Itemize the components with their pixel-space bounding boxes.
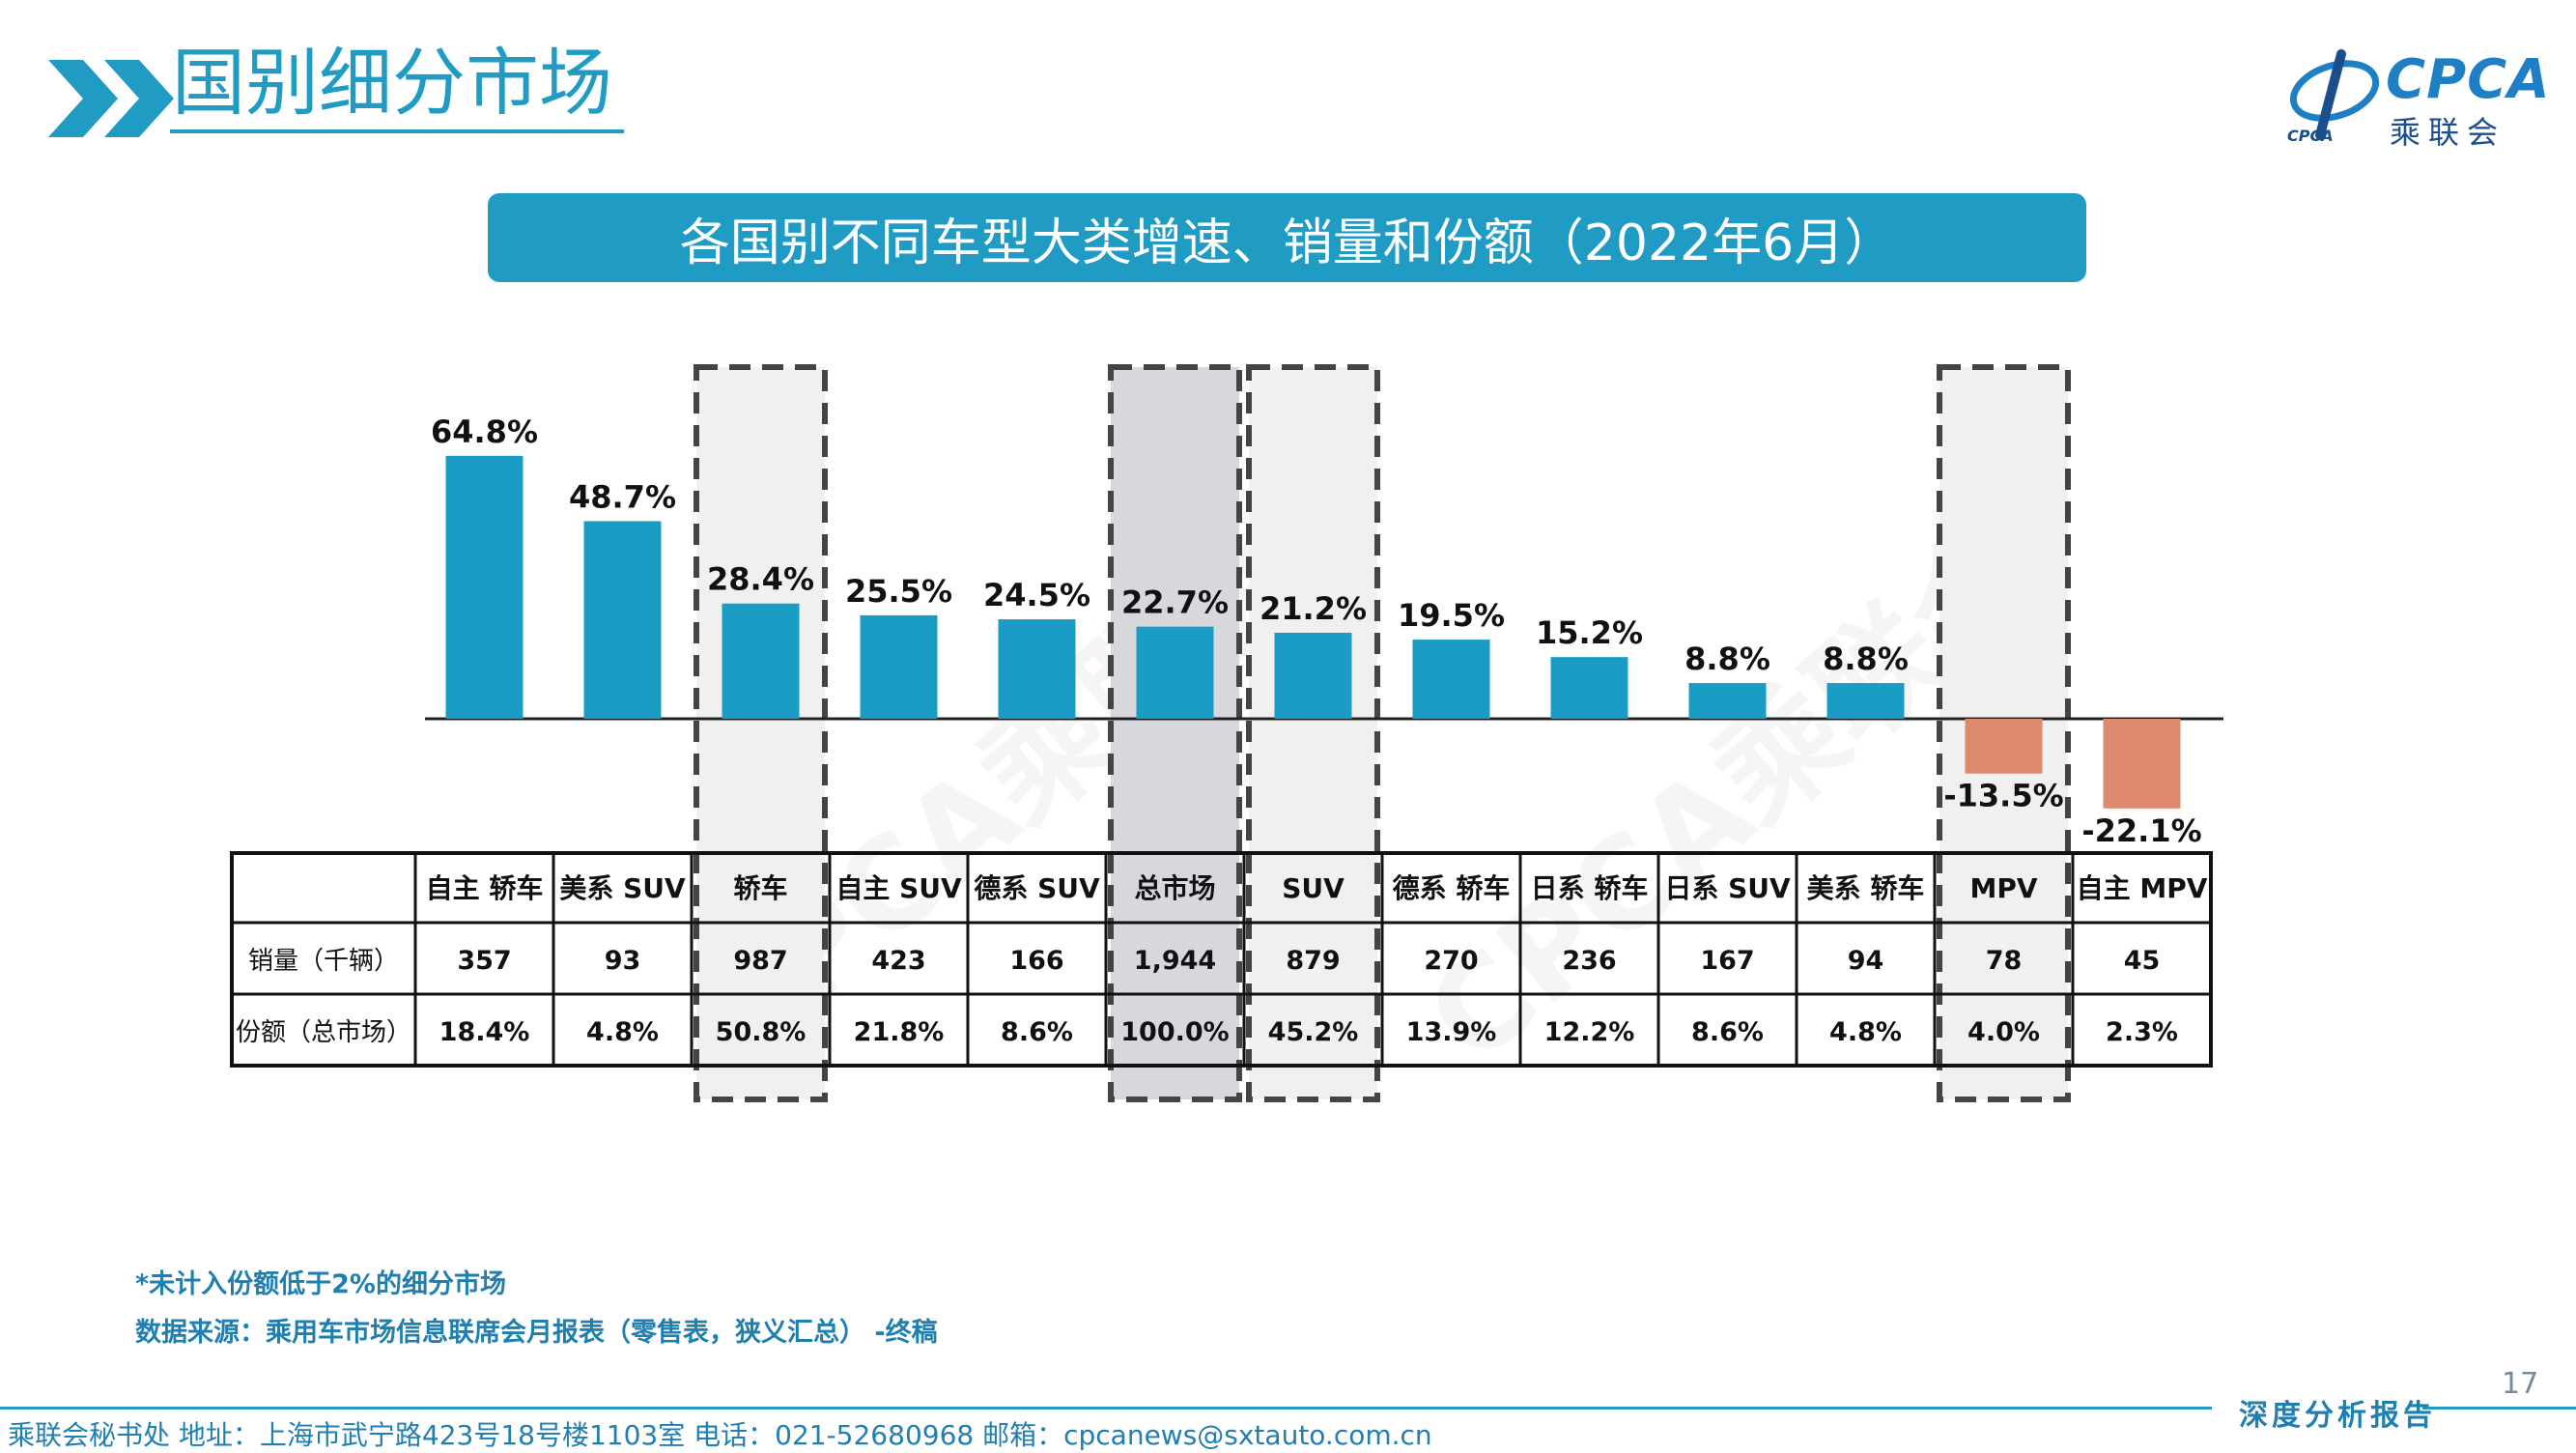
data-label: 8.8% [1823,641,1909,677]
data-label: 48.7% [569,478,676,515]
tick-label: 总市场 [1134,872,1215,904]
data-label: 22.7% [1121,584,1229,621]
data-label: -22.1% [2081,812,2201,849]
table-cell: 45 [2124,946,2161,976]
table-cell: 4.8% [586,1017,659,1047]
header: 国别细分市场 CPCA CPCA 乘联会 [0,0,2576,155]
bar [1136,626,1214,719]
tick-label: SUV [1282,872,1345,904]
tick-label: MPV [1969,872,2037,904]
data-label: -13.5% [1943,778,2063,814]
bar [2103,719,2181,809]
tick-label: 德系 轿车 [1393,872,1511,904]
table-cell: 8.6% [1001,1017,1073,1047]
tick-label: 美系 轿车 [1807,872,1925,904]
table-cell: 21.8% [854,1017,945,1047]
table-cell: 2.3% [2106,1017,2178,1047]
tick-label: 自主 MPV [2077,872,2208,904]
footer-divider [0,1407,2212,1410]
data-label: 64.8% [431,413,538,450]
tick-label: 轿车 [733,872,787,904]
highlight-box [694,364,828,1102]
data-label: 19.5% [1398,597,1505,634]
bar [1412,640,1490,719]
data-label: 24.5% [983,577,1090,613]
table-cell: 18.4% [439,1017,530,1047]
table-cell: 357 [457,946,511,976]
logo-subtext: 乘联会 [2390,114,2506,151]
table-cell: 100.0% [1120,1017,1229,1047]
footer-report-type: 深度分析报告 [2239,1399,2436,1433]
table-cell: 8.6% [1691,1017,1764,1047]
highlight-box [1108,364,1242,1102]
bar [722,603,800,719]
data-label: 15.2% [1536,614,1643,651]
data-label: 25.5% [845,573,952,610]
bar [1274,632,1352,719]
table-cell: 4.0% [1967,1017,2040,1047]
table-row-label: 销量（千辆） [248,947,399,976]
footer-contact: 乘联会秘书处 地址：上海市武宁路423号18号楼1103室 电话：021-526… [8,1419,1432,1451]
table-cell: 78 [1986,946,2023,976]
logo-text: CPCA [2386,48,2551,111]
tick-label: 自主 SUV [835,872,962,904]
tick-label: 美系 SUV [559,872,686,904]
cpca-logo: CPCA CPCA 乘联会 [2281,46,2550,151]
page-number: 17 [2502,1367,2539,1401]
logo-mark-text: CPCA [2287,127,2334,143]
table-cell: 94 [1848,946,1884,976]
table-cell: 236 [1562,946,1616,976]
table-cell: 1,944 [1134,946,1216,976]
table-row-label: 份额（总市场） [236,1018,411,1047]
title-underline [170,129,624,133]
table-cell: 166 [1009,946,1063,976]
table-cell: 4.8% [1829,1017,1902,1047]
chart: 64.8% 48.7% 28.4% 25.5% 24.5% 22.7% 21.2% 19.5%… [230,364,2223,1102]
table-cell: 270 [1424,946,1478,976]
table-cell: 879 [1286,946,1340,976]
bar [1826,683,1905,719]
chart-banner-title: 各国别不同车型大类增速、销量和份额（2022年6月） [488,193,2086,282]
tick-label: 日系 SUV [1664,872,1791,904]
bar [1550,657,1628,719]
note-line-1: *未计入份额低于2%的细分市场 [135,1269,506,1299]
page-title: 国别细分市场 [172,40,612,126]
bar [1688,683,1767,719]
footer-divider-right [2422,1407,2576,1410]
chevron-double-icon [48,60,174,137]
tick-label: 日系 轿车 [1531,872,1649,904]
table-cell: 13.9% [1406,1017,1497,1047]
bar [860,614,938,719]
note-line-2: 数据来源：乘用车市场信息联席会月报表（零售表，狭义汇总） -终稿 [135,1318,938,1348]
bar [583,521,662,719]
table-cell: 12.2% [1544,1017,1635,1047]
table-cell: 423 [871,946,925,976]
bar [1965,719,2043,774]
bar [998,619,1076,719]
table-cell: 45.2% [1268,1017,1359,1047]
notes: *未计入份额低于2%的细分市场 数据来源：乘用车市场信息联席会月报表（零售表，狭… [135,1261,938,1357]
bar [445,455,524,719]
highlight-box [1246,364,1380,1102]
data-label: 21.2% [1260,590,1367,627]
table-cell: 50.8% [716,1017,807,1047]
table-cell: 987 [733,946,787,976]
tick-label: 自主 轿车 [426,872,544,904]
data-label: 28.4% [707,561,814,598]
table-cell: 93 [605,946,641,976]
logo-mark-icon: CPCA [2287,49,2380,143]
data-label: 8.8% [1684,641,1770,677]
table-cell: 167 [1700,946,1754,976]
tick-label: 德系 SUV [974,872,1100,904]
